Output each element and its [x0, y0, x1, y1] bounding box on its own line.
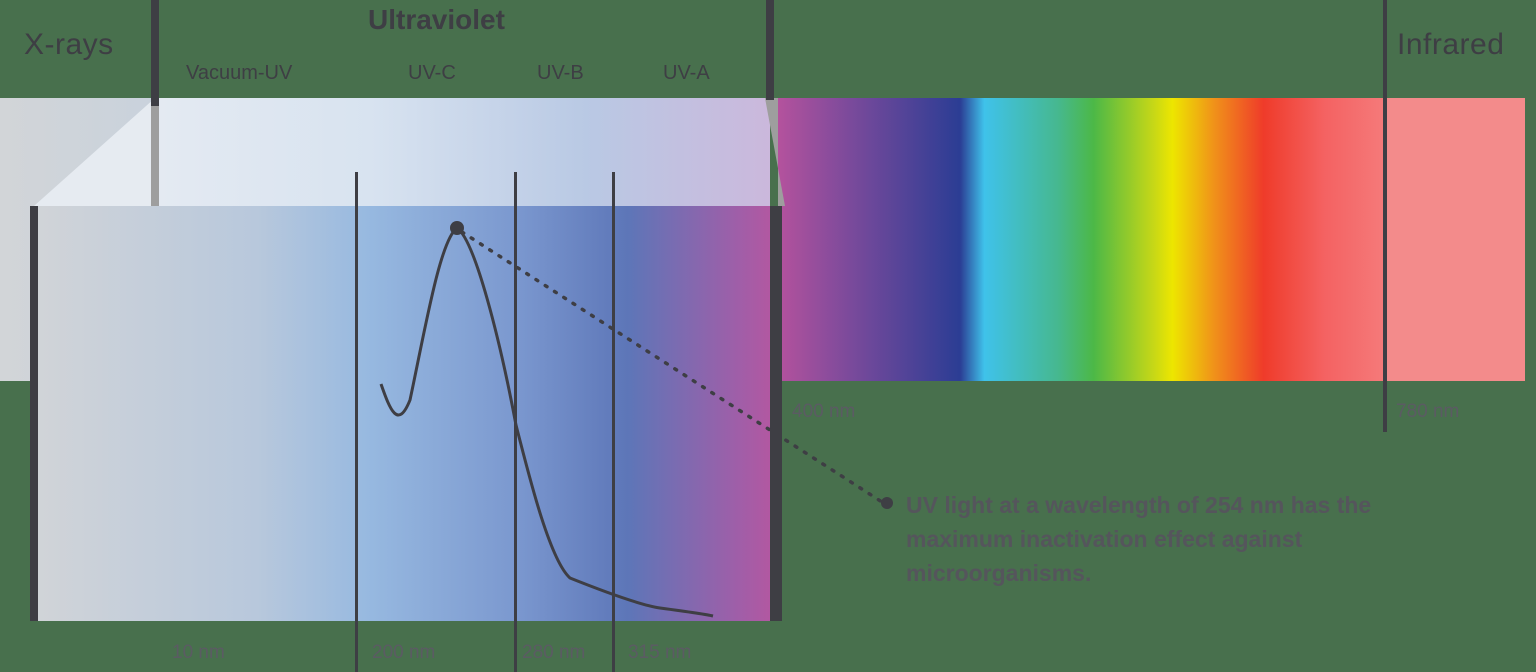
annotation-bullet-icon — [881, 497, 893, 509]
uv-a-boundary — [612, 172, 615, 672]
infrared-band — [1385, 98, 1525, 381]
visible-spectrum-band — [778, 98, 1385, 381]
xrays-label: X-rays — [24, 28, 114, 61]
uv-c-label: UV-C — [408, 62, 456, 84]
tick-315nm: 315 nm — [628, 642, 692, 663]
uv-c-boundary — [355, 172, 358, 672]
infrared-label: Infrared — [1397, 28, 1505, 61]
tick-400nm: 400 nm — [792, 401, 856, 422]
xray-uv-divider — [151, 0, 159, 106]
panel-right-edge — [770, 206, 782, 621]
panel-left-edge — [30, 206, 38, 621]
uv-magnified-panel — [34, 206, 776, 621]
tick-200nm: 200 nm — [372, 642, 436, 663]
ultraviolet-label: Ultraviolet — [368, 4, 505, 35]
annotation-text: UV light at a wavelength of 254 nm has t… — [906, 492, 1372, 586]
tick-10nm: 10 nm — [172, 642, 225, 663]
visible-infrared-divider — [1383, 0, 1387, 432]
vacuum-uv-label: Vacuum-UV — [186, 62, 293, 84]
tick-280nm: 280 nm — [522, 642, 586, 663]
uv-a-label: UV-A — [663, 62, 710, 84]
uv-b-label: UV-B — [537, 62, 584, 84]
tick-780nm: 780 nm — [1396, 401, 1460, 422]
uv-visible-divider-top — [766, 0, 774, 100]
